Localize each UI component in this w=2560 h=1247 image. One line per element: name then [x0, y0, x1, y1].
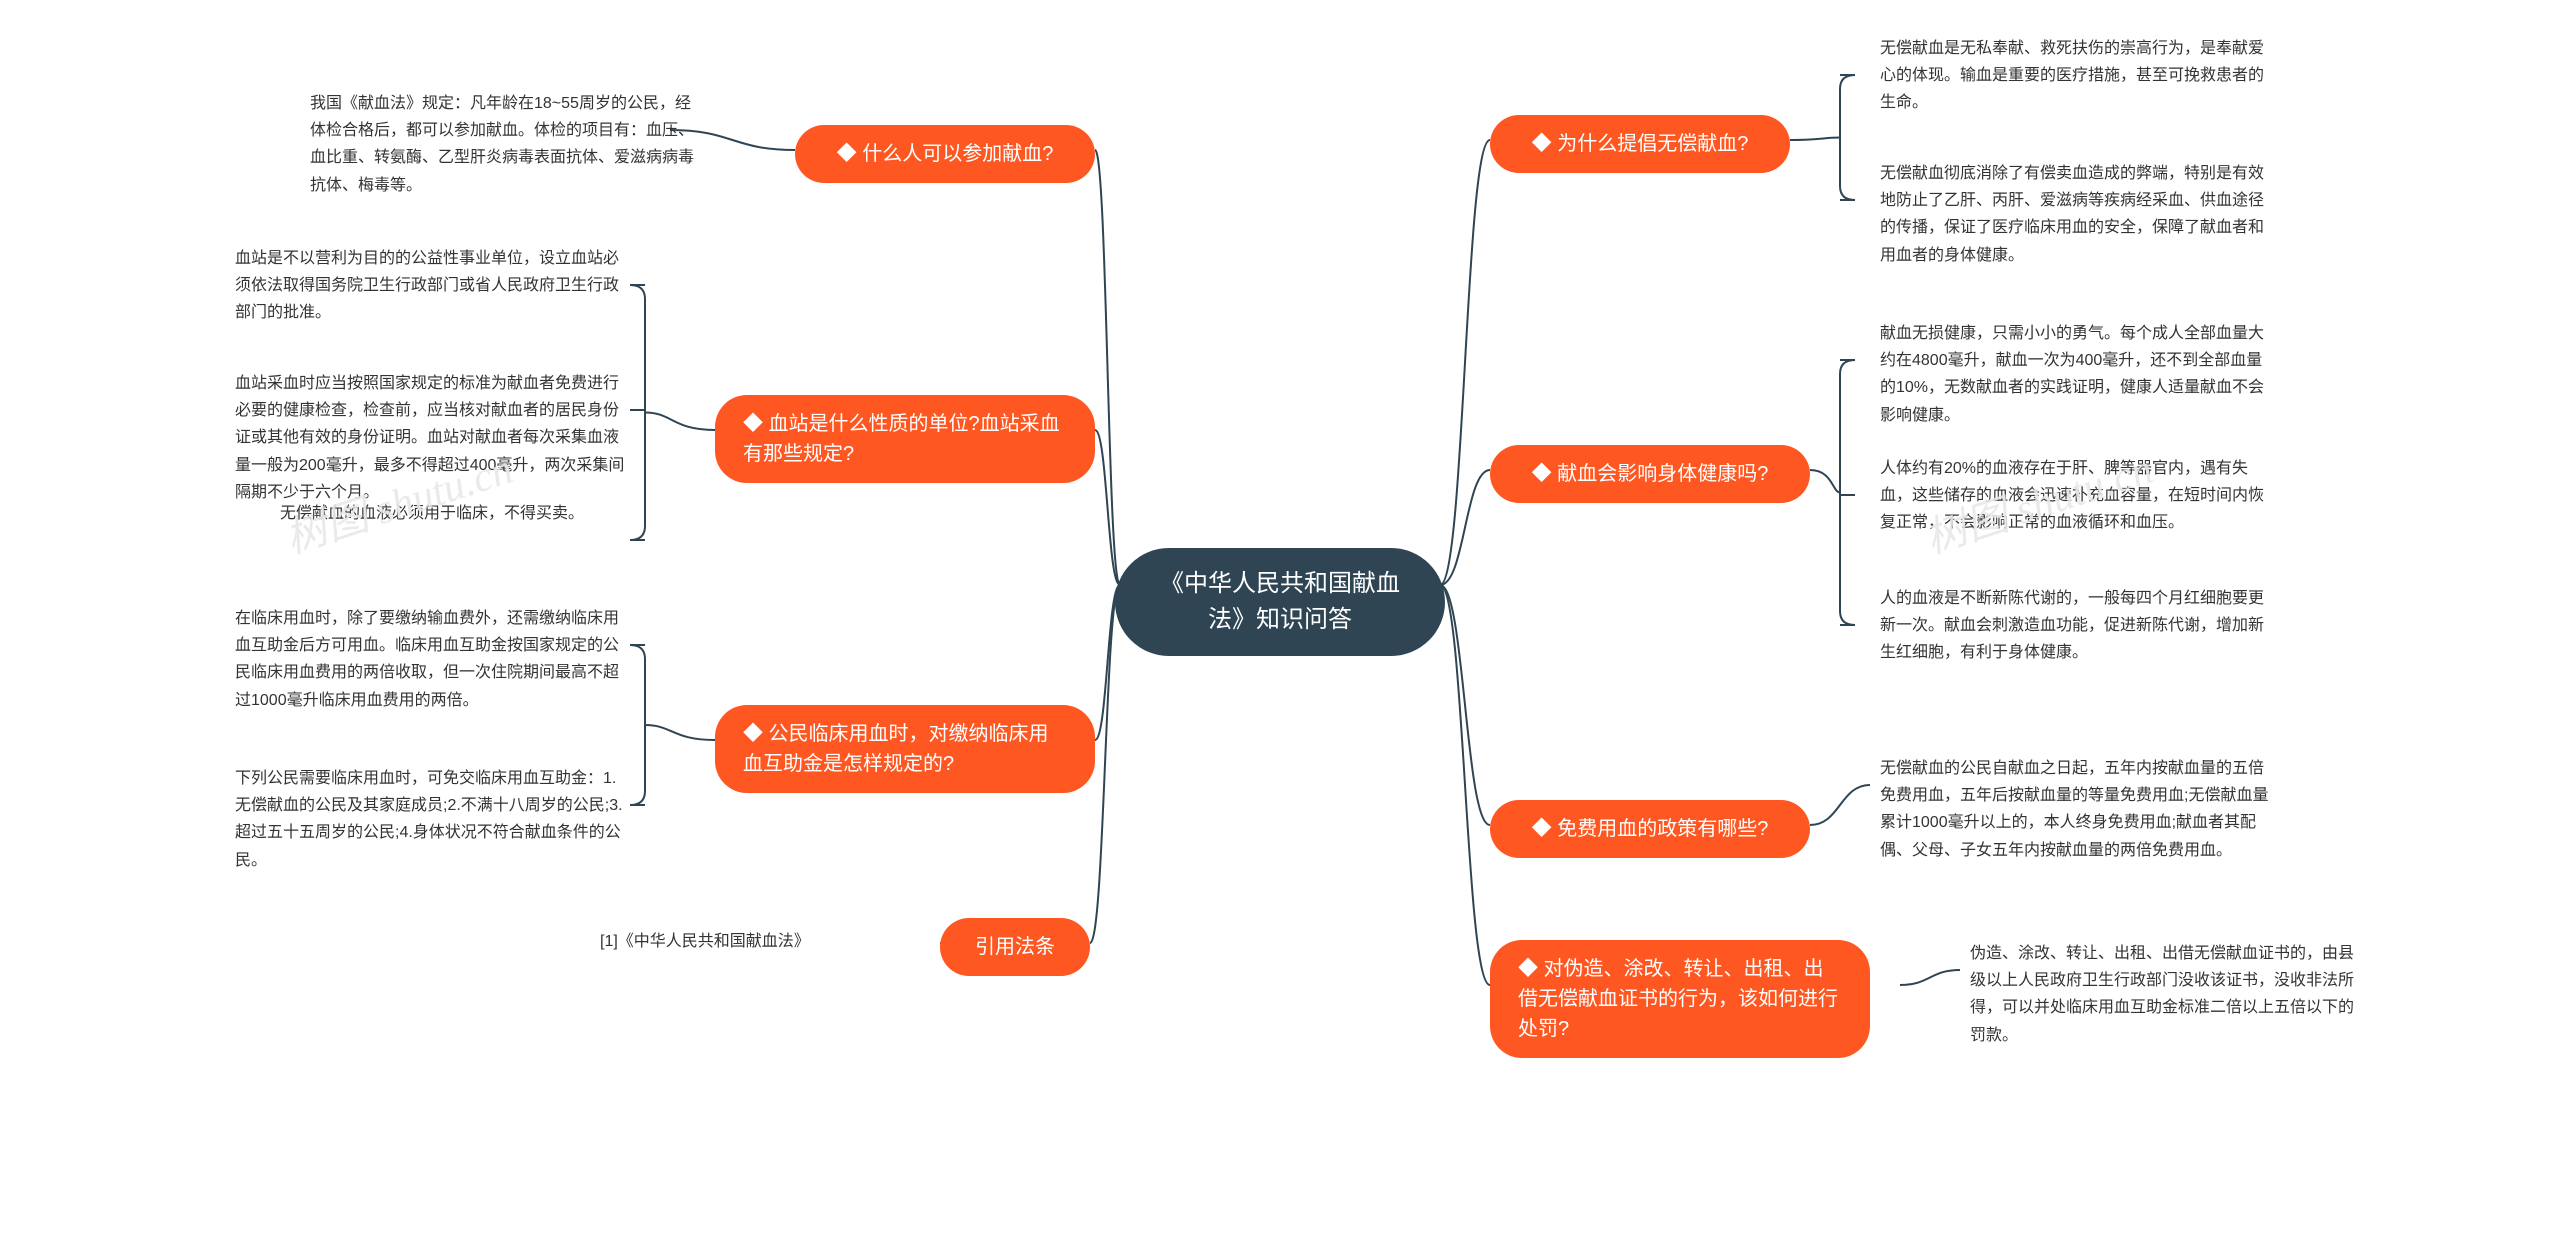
- left-leaf-1-0: 血站是不以营利为目的的公益性事业单位，设立血站必须依法取得国务院卫生行政部门或省…: [235, 245, 625, 327]
- left-leaf-0-0: 我国《献血法》规定：凡年龄在18~55周岁的公民，经体检合格后，都可以参加献血。…: [310, 90, 700, 199]
- right-topic-0-label: ◆ 为什么提倡无偿献血?: [1532, 129, 1749, 159]
- left-topic-2-label: ◆ 公民临床用血时，对缴纳临床用血互助金是怎样规定的?: [743, 719, 1067, 779]
- right-topic-2: ◆ 免费用血的政策有哪些?: [1490, 800, 1810, 858]
- left-topic-3: 引用法条: [940, 918, 1090, 976]
- right-leaf-0-0: 无偿献血是无私奉献、救死扶伤的崇高行为，是奉献爱心的体现。输血是重要的医疗措施，…: [1880, 35, 2270, 117]
- right-topic-3-label: ◆ 对伪造、涂改、转让、出租、出借无偿献血证书的行为，该如何进行处罚?: [1518, 954, 1842, 1044]
- left-topic-0-label: ◆ 什么人可以参加献血?: [837, 139, 1054, 169]
- right-leaf-0-1: 无偿献血彻底消除了有偿卖血造成的弊端，特别是有效地防止了乙肝、丙肝、爱滋病等疾病…: [1880, 160, 2270, 269]
- center-node: 《中华人民共和国献血法》知识问答: [1115, 548, 1445, 656]
- right-topic-3: ◆ 对伪造、涂改、转让、出租、出借无偿献血证书的行为，该如何进行处罚?: [1490, 940, 1870, 1058]
- left-leaf-2-0: 在临床用血时，除了要缴纳输血费外，还需缴纳临床用血互助金后方可用血。临床用血互助…: [235, 605, 625, 714]
- right-leaf-1-2: 人的血液是不断新陈代谢的，一般每四个月红细胞要更新一次。献血会刺激造血功能，促进…: [1880, 585, 2270, 667]
- right-topic-1-label: ◆ 献血会影响身体健康吗?: [1532, 459, 1769, 489]
- left-leaf-2-1: 下列公民需要临床用血时，可免交临床用血互助金：1.无偿献血的公民及其家庭成员;2…: [235, 765, 625, 874]
- left-topic-1: ◆ 血站是什么性质的单位?血站采血有那些规定?: [715, 395, 1095, 483]
- left-topic-3-label: 引用法条: [975, 932, 1055, 962]
- right-leaf-3-0: 伪造、涂改、转让、出租、出借无偿献血证书的，由县级以上人民政府卫生行政部门没收该…: [1970, 940, 2360, 1049]
- right-leaf-1-0: 献血无损健康，只需小小的勇气。每个成人全部血量大约在4800毫升，献血一次为40…: [1880, 320, 2270, 429]
- left-leaf-3-0: [1]《中华人民共和国献血法》: [600, 928, 810, 955]
- right-topic-2-label: ◆ 免费用血的政策有哪些?: [1532, 814, 1769, 844]
- left-leaf-1-1: 血站采血时应当按照国家规定的标准为献血者免费进行必要的健康检查，检查前，应当核对…: [235, 370, 625, 506]
- left-topic-0: ◆ 什么人可以参加献血?: [795, 125, 1095, 183]
- left-leaf-1-2: 无偿献血的血液必须用于临床，不得买卖。: [280, 500, 584, 527]
- right-leaf-2-0: 无偿献血的公民自献血之日起，五年内按献血量的五倍免费用血，五年后按献血量的等量免…: [1880, 755, 2270, 864]
- left-topic-1-label: ◆ 血站是什么性质的单位?血站采血有那些规定?: [743, 409, 1067, 469]
- left-topic-2: ◆ 公民临床用血时，对缴纳临床用血互助金是怎样规定的?: [715, 705, 1095, 793]
- right-topic-1: ◆ 献血会影响身体健康吗?: [1490, 445, 1810, 503]
- right-leaf-1-1: 人体约有20%的血液存在于肝、脾等器官内，遇有失血，这些储存的血液会迅速补充血容…: [1880, 455, 2270, 537]
- center-label: 《中华人民共和国献血法》知识问答: [1155, 566, 1405, 638]
- right-topic-0: ◆ 为什么提倡无偿献血?: [1490, 115, 1790, 173]
